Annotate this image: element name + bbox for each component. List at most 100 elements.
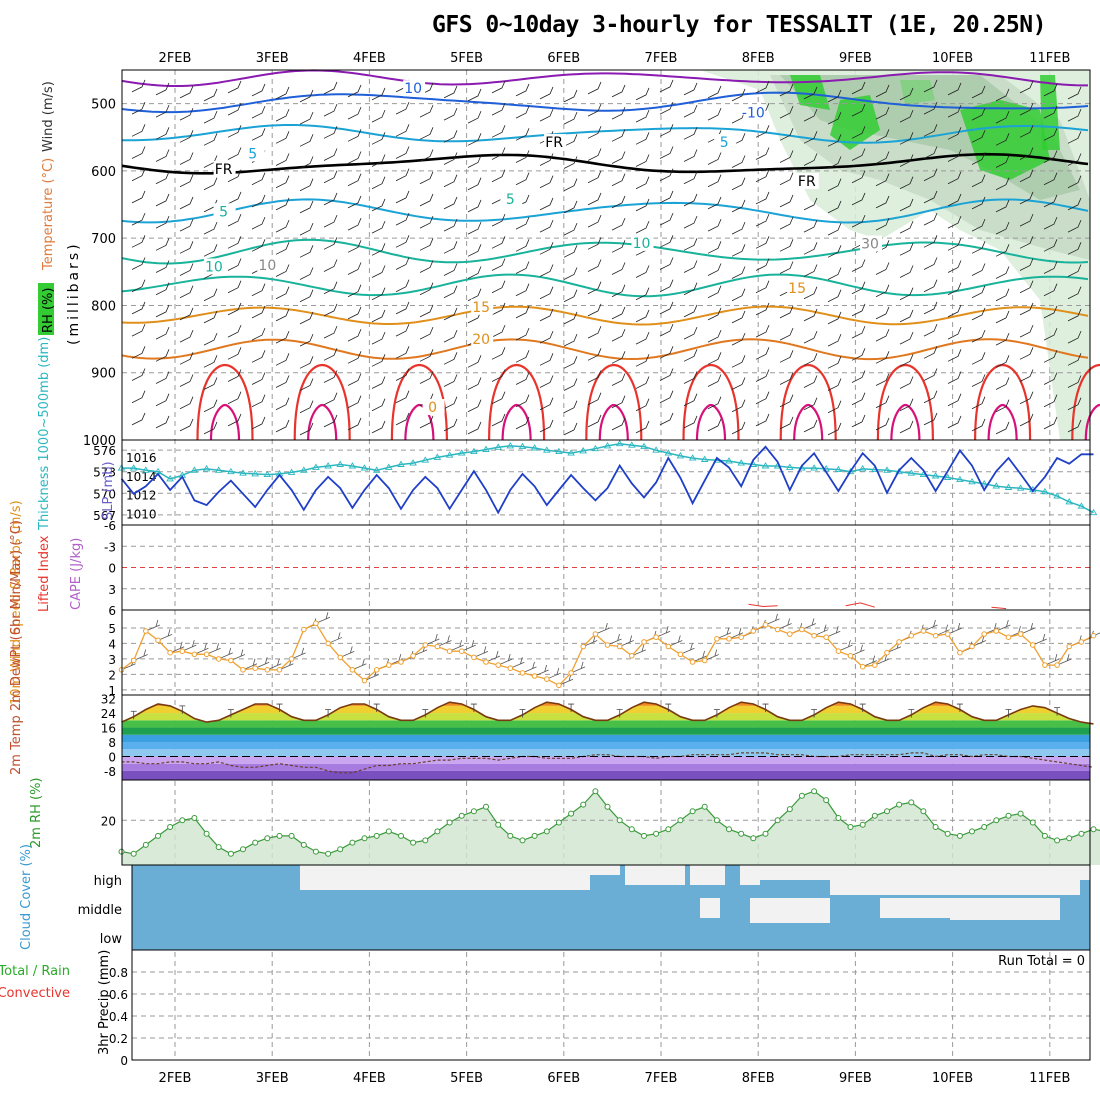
wind-barb <box>923 257 938 270</box>
rh2m-point <box>325 850 332 857</box>
wind-barb <box>779 305 794 319</box>
wind-barb <box>971 307 986 321</box>
wind-barb <box>611 240 626 253</box>
wind-barb <box>131 346 146 359</box>
wind-barb <box>155 415 170 429</box>
wind10m-point <box>252 665 258 672</box>
wind-barb <box>635 309 650 323</box>
wind-barb <box>635 265 650 278</box>
wind-barb <box>443 374 458 387</box>
wind-barb <box>995 399 1010 413</box>
wind-barb <box>803 419 818 433</box>
wind-barb <box>299 222 314 236</box>
temp-band <box>122 727 1090 735</box>
rh-tick-label: 20 <box>101 814 116 828</box>
wind-barb <box>1019 236 1034 249</box>
wind-barb <box>515 239 530 252</box>
rh-blob <box>900 80 935 105</box>
wind-barb <box>515 327 530 341</box>
wind-barb <box>155 371 170 384</box>
rh2m-point <box>555 819 562 826</box>
wind-barb <box>347 417 362 431</box>
cape-axis-label: CAPE (J/kg) <box>69 538 84 610</box>
wind10m-point <box>325 640 331 647</box>
wind-barb <box>299 400 314 414</box>
wind-barb <box>659 190 674 204</box>
wind10m-point <box>738 634 745 641</box>
wind-barb <box>659 235 674 248</box>
thickness-point <box>980 480 988 487</box>
wind-barb <box>683 393 698 407</box>
wind-barb <box>1019 413 1034 427</box>
thickness-point <box>506 442 515 449</box>
wind-barb <box>803 242 818 255</box>
wind-barb <box>923 212 938 226</box>
wind-barb <box>467 244 482 257</box>
temp-band <box>122 763 1090 771</box>
wind-tick-label: 2 <box>108 668 116 682</box>
rh2m-point <box>774 817 781 824</box>
wind-barb <box>179 174 194 188</box>
wind-barb <box>227 258 242 271</box>
wind-barb <box>203 310 218 324</box>
wind-barb <box>779 194 794 208</box>
wind-barb <box>395 124 410 137</box>
wind-barb <box>1019 369 1034 382</box>
contour-label: 5 <box>506 192 515 208</box>
temp-tick-label: 16 <box>101 722 116 736</box>
wind-barb <box>419 238 434 251</box>
bottom-date-label: 7FEB <box>645 1071 678 1086</box>
wind10m-point <box>458 648 465 655</box>
wind-barb <box>1067 375 1082 388</box>
wind-barb <box>395 301 410 315</box>
wind10m-point <box>568 670 574 676</box>
wind-barb <box>179 241 194 254</box>
wind-barb <box>419 349 434 362</box>
wind-barb <box>371 198 386 212</box>
wind-barb <box>323 214 338 228</box>
wind-barb <box>155 104 170 118</box>
clear-sky-block <box>365 865 395 885</box>
wind-barb <box>299 245 314 258</box>
wind-barb <box>923 235 938 248</box>
wind-barb <box>587 192 602 206</box>
wind-contour-20 <box>121 69 1088 87</box>
contour-label-bg <box>471 298 494 315</box>
wind-barb <box>395 235 410 248</box>
wind-barb <box>419 304 434 318</box>
wind-barb <box>515 305 530 319</box>
wind-barb <box>899 398 914 412</box>
wind-barb <box>755 280 770 294</box>
wind-barb <box>899 354 914 367</box>
wind-barb <box>467 399 482 413</box>
wind-barb <box>563 200 578 214</box>
wind-barb <box>467 88 482 102</box>
wind-barb <box>539 375 554 388</box>
wind-barb <box>1043 194 1058 208</box>
wind-barb <box>947 349 962 362</box>
wind-barb <box>539 308 554 322</box>
wind-barb <box>707 218 722 232</box>
rh2m-point <box>434 828 441 835</box>
wind-barb <box>1019 169 1034 183</box>
wind-barb <box>947 215 962 229</box>
wind-barb <box>251 394 266 408</box>
pressure-tick-label: 600 <box>91 165 116 180</box>
wind-barb <box>563 311 578 325</box>
wind-barb <box>947 260 962 273</box>
wind-barb <box>275 197 290 211</box>
wind-barb <box>851 214 866 228</box>
wind-barb <box>251 283 266 297</box>
wind-barb <box>1067 86 1082 100</box>
wind-barb <box>1043 350 1058 363</box>
wind-barb <box>131 146 146 159</box>
wind-barb <box>971 85 986 99</box>
wind-barb <box>707 196 722 210</box>
wind-barb <box>707 85 722 99</box>
wind-barb <box>515 394 530 408</box>
wind-barb <box>971 218 986 232</box>
rh2m-point <box>495 821 502 828</box>
wind-barb <box>347 328 362 342</box>
rh2m-point <box>859 821 866 828</box>
rh2m-point <box>701 803 708 810</box>
